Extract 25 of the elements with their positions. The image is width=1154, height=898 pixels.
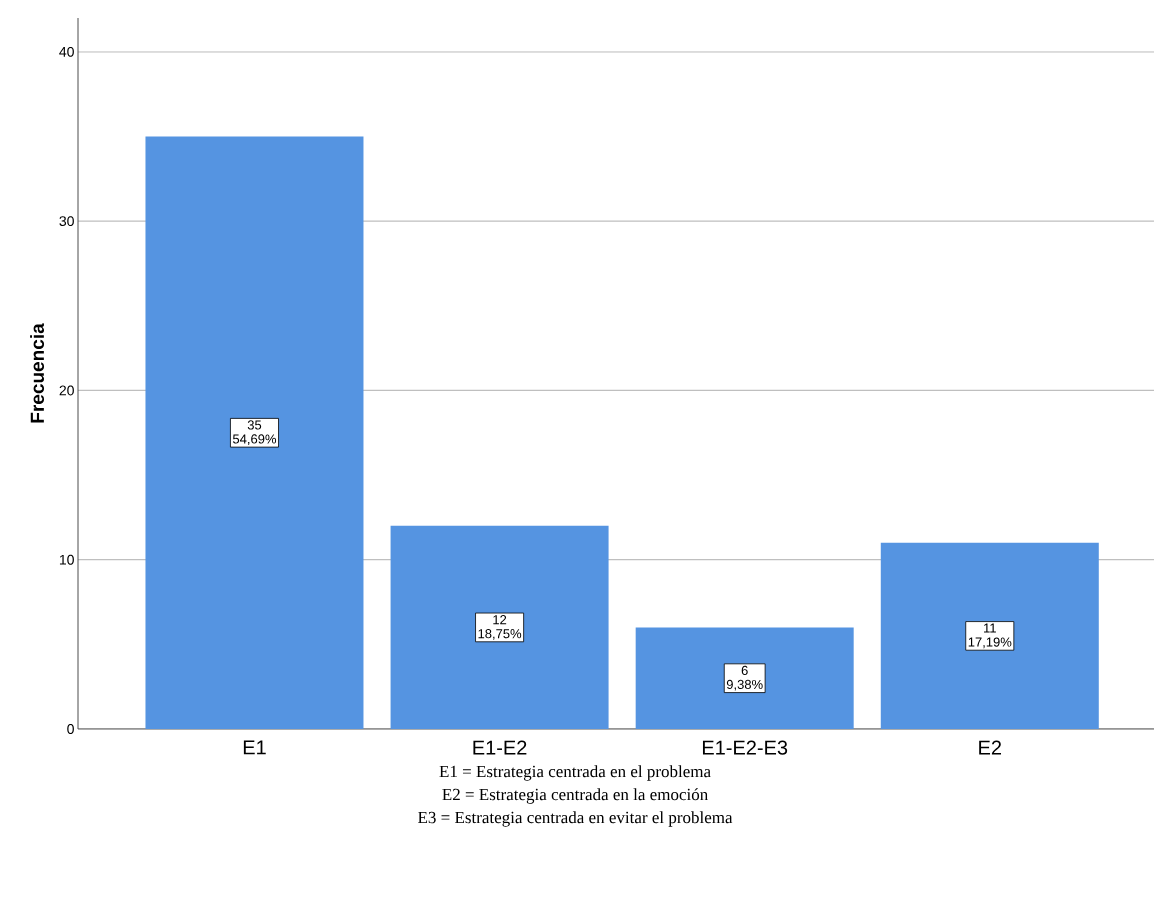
y-tick-label: 0: [67, 724, 74, 734]
y-tick-label: 20: [59, 385, 74, 396]
x-tick-label: E1-E2-E3: [702, 740, 788, 755]
text: E2 = Estrategia centrada en la emoción: [442, 788, 708, 804]
data-label: 11: [984, 623, 996, 633]
y-tick-label: 30: [59, 216, 74, 227]
bar: [635, 627, 854, 729]
y-axis-title: Frecuencia: [30, 323, 45, 423]
data-label: 35: [247, 420, 262, 430]
annotation: 9,38%: [726, 679, 763, 691]
data-label: 12: [493, 615, 507, 625]
text: E3 = Estrategia centrada en evitar el problema: [418, 811, 733, 827]
bar: [880, 542, 1099, 729]
bar: [145, 136, 364, 729]
text: E1 = Estrategia centrada en el problema: [439, 765, 711, 781]
bar: [390, 525, 609, 729]
annotation: 17,19%: [968, 637, 1012, 649]
y-tick-label: 40: [59, 46, 74, 57]
annotation: 18,75%: [478, 629, 522, 640]
annotation: 54,69%: [232, 434, 277, 446]
x-tick-label: E1-E2: [473, 740, 527, 755]
data-label: 6: [741, 665, 748, 676]
x-tick-label: E2: [979, 740, 1002, 755]
y-tick-label: 10: [59, 554, 74, 565]
x-tick-label: E1: [243, 740, 266, 755]
